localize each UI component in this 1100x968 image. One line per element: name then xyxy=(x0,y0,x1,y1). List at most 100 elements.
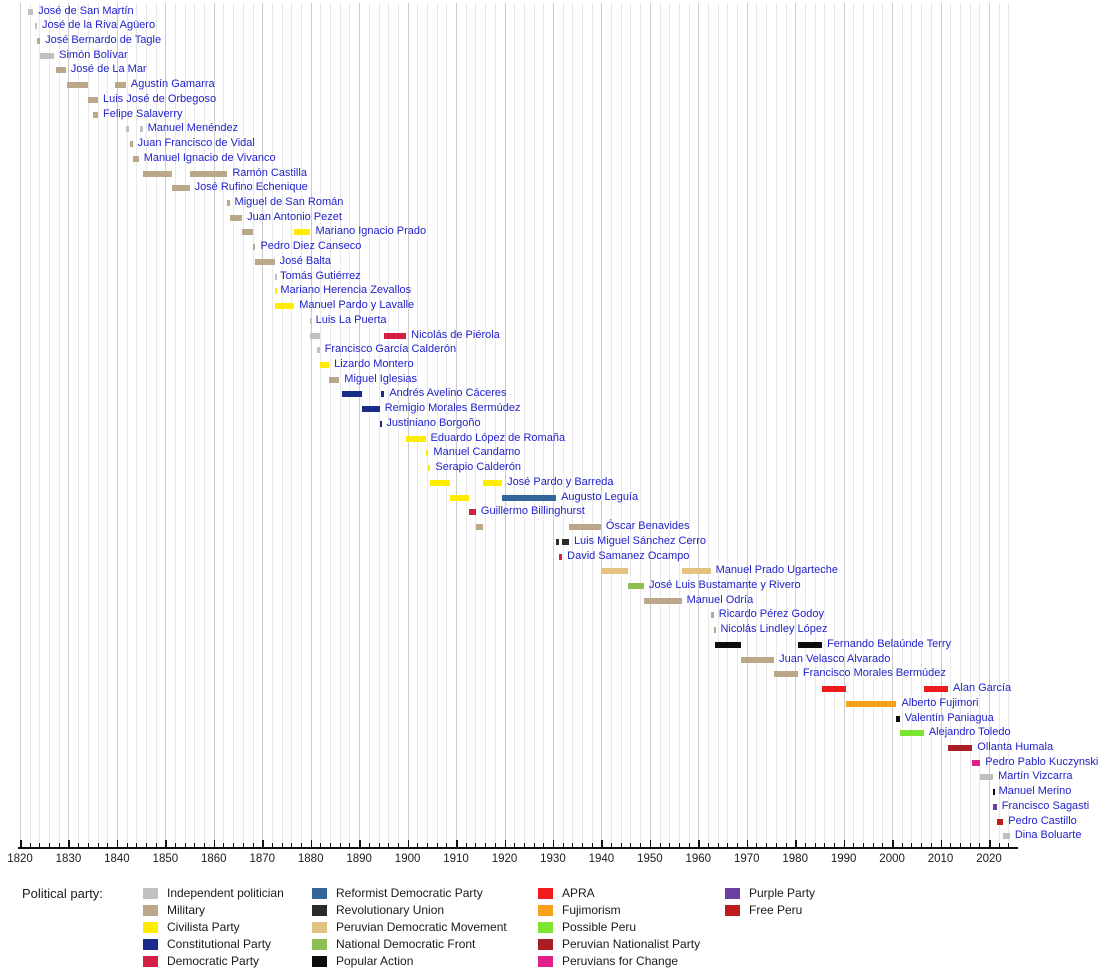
president-label[interactable]: Tomás Gutiérrez xyxy=(280,269,361,282)
president-label[interactable]: Francisco Sagasti xyxy=(1001,799,1090,812)
axis-tick xyxy=(833,843,835,847)
legend-item: Peruvian Democratic Movement xyxy=(312,920,507,934)
axis-tick xyxy=(611,843,613,847)
axis-tick xyxy=(863,843,865,847)
president-label[interactable]: Remigio Morales Bermúdez xyxy=(384,402,521,415)
axis-tick xyxy=(601,840,603,847)
gridline xyxy=(165,3,167,847)
gridline xyxy=(407,3,409,847)
president-label[interactable]: Augusto Leguía xyxy=(561,490,639,503)
president-label[interactable]: Nicolás de Piérola xyxy=(411,328,500,341)
president-label[interactable]: Óscar Benavides xyxy=(605,520,690,533)
axis-tick xyxy=(640,843,642,847)
president-label[interactable]: Juan Francisco de Vidal xyxy=(137,137,255,150)
legend-label: APRA xyxy=(562,886,595,900)
president-label[interactable]: Manuel Ignacio de Vivanco xyxy=(143,151,276,164)
president-label[interactable]: Fernando Belaúnde Terry xyxy=(827,637,952,650)
gridline xyxy=(242,3,244,847)
gridline xyxy=(766,3,768,847)
president-label[interactable]: José Balta xyxy=(279,254,331,267)
president-label[interactable]: Manuel Prado Ugarteche xyxy=(715,564,838,577)
president-label[interactable]: Valentín Paniagua xyxy=(904,711,994,724)
president-label[interactable]: Simón Bolívar xyxy=(59,48,128,61)
president-label[interactable]: Manuel Odría xyxy=(686,593,754,606)
president-label[interactable]: Martín Vizcarra xyxy=(998,770,1073,783)
president-label[interactable]: Luis La Puerta xyxy=(315,313,387,326)
president-label[interactable]: Alberto Fujimori xyxy=(901,696,979,709)
president-label[interactable]: David Samanez Ocampo xyxy=(567,549,690,562)
axis-tick xyxy=(301,843,302,847)
president-label[interactable]: Justiniano Borgoño xyxy=(386,416,481,429)
president-label[interactable]: Dina Boluarte xyxy=(1014,829,1082,842)
president-label[interactable]: Agustín Gamarra xyxy=(130,78,215,91)
president-label[interactable]: Pedro Castillo xyxy=(1008,814,1077,827)
president-label[interactable]: Alan García xyxy=(953,682,1012,695)
axis-tick xyxy=(213,840,216,847)
gridline xyxy=(640,3,642,847)
legend-label: Fujimorism xyxy=(562,903,621,917)
president-label[interactable]: Luis Miguel Sánchez Cerro xyxy=(573,534,707,547)
president-label[interactable]: Manuel Pardo y Lavalle xyxy=(299,299,415,312)
president-label[interactable]: Juan Antonio Pezet xyxy=(247,210,342,223)
president-label[interactable]: Serapio Calderón xyxy=(435,461,521,474)
president-label[interactable]: Pedro Pablo Kuczynski xyxy=(985,755,1099,768)
axis-tick xyxy=(911,843,913,847)
legend-item: Military xyxy=(143,903,205,917)
axis-tick xyxy=(242,843,244,847)
gridline xyxy=(136,3,138,847)
axis-tick xyxy=(136,843,138,847)
president-label[interactable]: Andrés Avelino Cáceres xyxy=(389,387,507,400)
gridline xyxy=(989,3,990,847)
gridline xyxy=(804,3,806,847)
gridline xyxy=(669,3,671,847)
term-bar xyxy=(171,185,190,192)
president-label[interactable]: Nicolás Lindley López xyxy=(720,623,828,636)
legend-swatch xyxy=(538,921,553,933)
axis-tick-label: 1840 xyxy=(104,853,130,865)
president-label[interactable]: Alejandro Toledo xyxy=(928,726,1011,739)
president-label[interactable]: José Luis Bustamante y Rivero xyxy=(649,578,801,591)
president-label[interactable]: Luis José de Orbegoso xyxy=(103,92,217,105)
gridline xyxy=(707,3,709,847)
president-label[interactable]: José de la Riva Agüero xyxy=(41,19,156,32)
president-label[interactable]: Manuel Candamo xyxy=(433,446,521,459)
term-bar xyxy=(125,126,130,133)
axis-tick xyxy=(97,843,99,847)
president-label[interactable]: Mariano Herencia Zevallos xyxy=(280,284,412,297)
president-label[interactable]: José Pardo y Barreda xyxy=(507,475,614,488)
president-label[interactable]: Ollanta Humala xyxy=(977,741,1054,753)
president-label[interactable]: Miguel de San Román xyxy=(234,195,344,208)
axis-tick xyxy=(824,843,826,847)
president-label[interactable]: Juan Velasco Alvarado xyxy=(779,652,891,665)
president-label[interactable]: Mariano Ignacio Prado xyxy=(315,225,427,238)
president-label[interactable]: Guillermo Billinghurst xyxy=(480,505,585,518)
president-label[interactable]: José Bernardo de Tagle xyxy=(45,33,162,46)
president-label[interactable]: Manuel Merino xyxy=(998,785,1072,798)
axis-tick xyxy=(514,843,516,847)
axis-tick xyxy=(165,840,167,847)
axis-tick xyxy=(775,843,777,847)
president-label[interactable]: Francisco Morales Bermúdez xyxy=(802,667,946,680)
axis-tick-label: 1890 xyxy=(346,853,372,865)
axis-tick-label: 1860 xyxy=(201,853,227,865)
president-label[interactable]: Ricardo Pérez Godoy xyxy=(718,608,824,621)
president-label[interactable]: José de San Martín xyxy=(38,4,134,17)
gridline xyxy=(349,3,351,847)
president-label[interactable]: Lizardo Montero xyxy=(334,358,414,371)
gridline xyxy=(775,3,777,847)
president-label[interactable]: José de La Mar xyxy=(70,63,147,76)
president-label[interactable]: Francisco García Calderón xyxy=(324,343,457,356)
term-bar xyxy=(600,568,629,575)
axis-tick xyxy=(475,843,477,847)
president-label[interactable]: Ramón Castilla xyxy=(232,166,307,179)
legend-swatch xyxy=(538,938,553,950)
legend-label: Purple Party xyxy=(749,886,816,900)
president-label[interactable]: Pedro Diez Canseco xyxy=(260,240,362,253)
president-label[interactable]: Eduardo López de Romaña xyxy=(430,431,566,444)
gridline xyxy=(630,3,632,847)
gridline xyxy=(320,3,322,847)
president-label[interactable]: Felipe Salaverry xyxy=(103,107,183,120)
president-label[interactable]: Manuel Menéndez xyxy=(147,122,239,135)
president-label[interactable]: Miguel Iglesias xyxy=(344,372,418,385)
president-label[interactable]: José Rufino Echenique xyxy=(194,181,308,194)
